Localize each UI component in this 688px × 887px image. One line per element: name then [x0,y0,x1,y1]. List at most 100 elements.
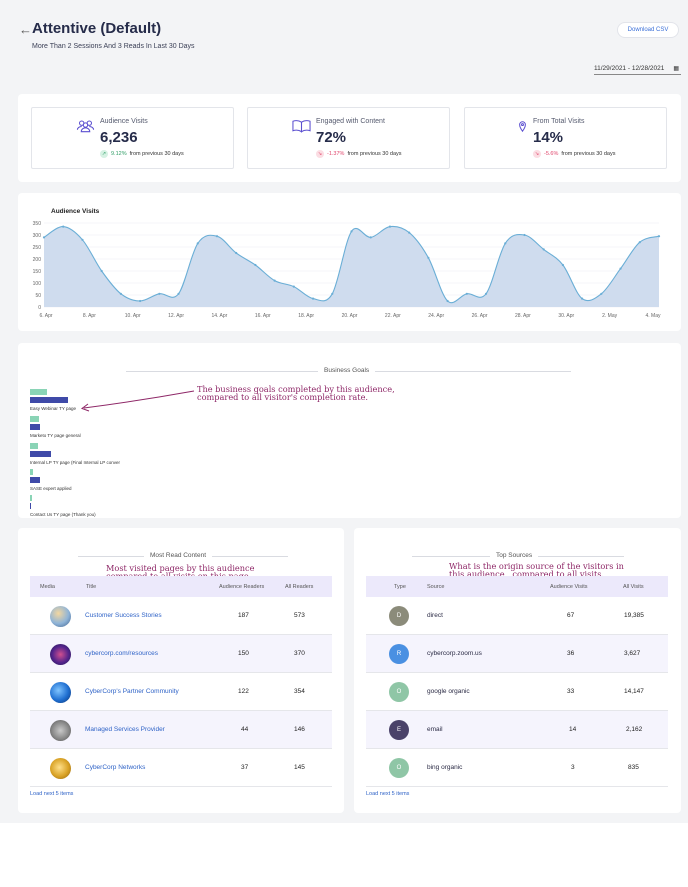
audience-completion-bar[interactable] [30,495,33,501]
data-point[interactable] [42,236,46,239]
data-point[interactable] [542,248,545,251]
data-point[interactable] [100,269,103,273]
data-point[interactable] [600,292,603,295]
all-visitors-completion-bar[interactable] [30,397,68,403]
col-title: Title [86,584,97,590]
table-row[interactable]: R cybercorp.zoom.us 36 3,627 [366,635,668,673]
table-row[interactable]: E email 14 2,162 [366,711,668,749]
col-type: Type [394,584,406,590]
data-point[interactable] [561,263,565,267]
audience-completion-bar[interactable] [30,389,48,395]
arrow-down-icon: ↘ [316,150,324,158]
business-goal-label: SASE expert applied [30,486,72,491]
data-point[interactable] [657,235,661,238]
content-title-link[interactable]: CyberCorp's Partner Community [85,688,179,695]
table-row[interactable]: D direct 67 19,385 [366,597,668,635]
data-point[interactable] [369,236,372,239]
data-point[interactable] [446,299,449,303]
data-point[interactable] [177,292,180,295]
data-point[interactable] [331,292,334,295]
back-arrow-icon[interactable]: ← [19,22,32,37]
x-tick-label: 24. Apr [428,313,444,319]
table-row[interactable]: CyberCorp Networks 37 145 [30,749,332,787]
all-visitors-completion-bar[interactable] [30,477,41,483]
business-goal-label: Marketo TY page general [30,433,81,438]
kpi-change-percent: -1.37% [327,151,345,157]
data-point[interactable] [581,297,584,300]
data-point[interactable] [523,233,526,237]
data-point[interactable] [273,279,276,282]
content-title-link[interactable]: cybercorp.com/resources [85,650,158,657]
page-background: ← Attentive (Default) More Than 2 Sessio… [0,0,688,823]
data-point[interactable] [311,297,315,300]
audience-completion-bar[interactable] [30,469,34,475]
load-more-link[interactable]: Load next 5 items [366,791,410,797]
most-read-title: Most Read Content [144,552,213,559]
table-row[interactable]: Customer Success Stories 187 573 [30,597,332,635]
all-visitors-completion-bar[interactable] [30,451,51,457]
audience-completion-bar[interactable] [30,443,38,449]
all-visitors-completion-bar[interactable] [30,424,41,430]
table-row[interactable]: O bing organic 3 835 [366,749,668,787]
kpi-change: ↗ 9.12% from previous 30 days [100,150,184,158]
content-title-link[interactable]: CyberCorp Networks [85,764,146,771]
kpi-change-percent: 9.12% [111,151,127,157]
data-point[interactable] [638,241,641,244]
kpi-change: ↘ -5.6% from previous 30 days [533,150,615,158]
col-source: Source [427,584,445,590]
kpi-card: Audience Visits 6,236 ↗ 9.12% from previ… [18,94,681,182]
data-point[interactable] [254,263,257,267]
kpi-label: Audience Visits [100,118,148,125]
table-row[interactable]: O google organic 33 14,147 [366,673,668,711]
data-point[interactable] [388,225,392,228]
source-name: email [427,726,443,733]
data-point[interactable] [408,231,411,234]
data-point[interactable] [619,267,622,270]
table-row[interactable]: cybercorp.com/resources 150 370 [30,635,332,673]
audience-completion-bar[interactable] [30,416,40,422]
data-point[interactable] [196,242,199,245]
download-csv-button[interactable]: Download CSV [617,22,679,38]
content-title-link[interactable]: Customer Success Stories [85,612,162,619]
load-more-link[interactable]: Load next 5 items [30,791,74,797]
y-tick-label: 300 [33,233,42,239]
data-point[interactable] [215,235,219,238]
data-point[interactable] [504,242,507,245]
audience-visits-chart: 350 300 250 200 150 100 50 0 6. Apr 8. Apr 10. Apr… [33,221,661,319]
audience-readers-value: 187 [238,612,249,619]
data-point[interactable] [119,292,122,295]
kpi-audience-visits: Audience Visits 6,236 ↗ 9.12% from previ… [31,107,234,169]
kpi-label: Engaged with Content [316,118,385,125]
date-range-value: 11/29/2021 - 12/28/2021 [594,65,665,72]
data-point[interactable] [158,292,161,295]
data-point[interactable] [62,225,65,228]
data-point[interactable] [427,256,430,259]
data-point[interactable] [81,238,84,241]
x-tick-label: 22. Apr [385,313,401,319]
data-point[interactable] [235,251,238,255]
data-point[interactable] [292,285,295,288]
all-readers-value: 573 [294,612,305,619]
date-range-picker[interactable]: 11/29/2021 - 12/28/2021 ▦ [594,63,681,75]
y-tick-label: 350 [33,221,42,227]
data-point[interactable] [465,292,468,295]
audience-readers-value: 122 [238,688,249,695]
kpi-value: 6,236 [100,129,138,146]
y-tick-label: 100 [33,281,42,287]
y-tick-label: 250 [33,245,42,251]
table-row[interactable]: CyberCorp's Partner Community 122 354 [30,673,332,711]
audience-visits-chart-card: Audience Visits 350 300 250 200 150 100 50 0 6. … [18,193,681,331]
most-read-table-header: Media Title Audience Readers All Readers [30,576,332,597]
most-read-content-card: Most Read Content Most visited pages by … [18,528,344,813]
data-point[interactable] [484,292,488,295]
top-sources-card: Top Sources What is the origin source of… [354,528,681,813]
all-visitors-completion-bar[interactable] [30,503,32,509]
source-name: bing organic [427,764,463,771]
data-point[interactable] [350,230,353,233]
all-readers-value: 145 [294,764,305,771]
data-point[interactable] [138,299,142,303]
open-book-icon [292,120,311,133]
content-title-link[interactable]: Managed Services Provider [85,726,165,733]
business-goal-label: Easy Webinar TY page [30,406,77,411]
table-row[interactable]: Managed Services Provider 44 146 [30,711,332,749]
